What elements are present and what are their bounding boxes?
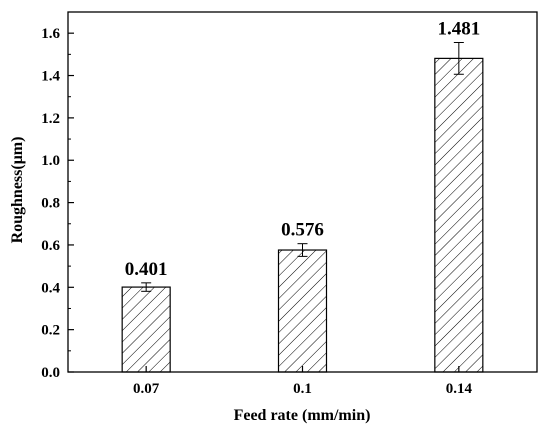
- data-label: 0.401: [125, 259, 168, 280]
- y-tick-label: 1.4: [41, 69, 60, 85]
- y-tick-label: 0.8: [41, 196, 60, 212]
- y-tick-label: 1.2: [41, 111, 60, 127]
- plot-frame: [67, 11, 538, 373]
- y-tick-label: 0.4: [41, 280, 60, 296]
- y-tick-label: 1.6: [41, 26, 60, 42]
- data-label: 1.481: [437, 18, 480, 39]
- x-tick-label: 0.07: [133, 381, 160, 397]
- bar: [277, 249, 328, 373]
- data-label: 0.576: [281, 220, 324, 241]
- y-tick-label: 0.6: [41, 238, 60, 254]
- x-tick-label: 0.1: [293, 381, 312, 397]
- x-tick-label: 0.14: [446, 381, 473, 397]
- bar: [434, 57, 484, 373]
- plot-area: 0.0 0.2 0.4 0.6 0.8 1.0 1.2 1.4 1.6 0.401 0.07 0.57…: [41, 18, 484, 397]
- y-tick-label: 0.2: [41, 323, 60, 339]
- x-axis-title: Feed rate (mm/min): [234, 407, 371, 424]
- y-axis-title: Roughness(μm): [9, 137, 26, 244]
- y-tick-label: 1.0: [41, 153, 60, 169]
- bar: [121, 286, 171, 373]
- y-tick-label: 0.0: [41, 365, 60, 381]
